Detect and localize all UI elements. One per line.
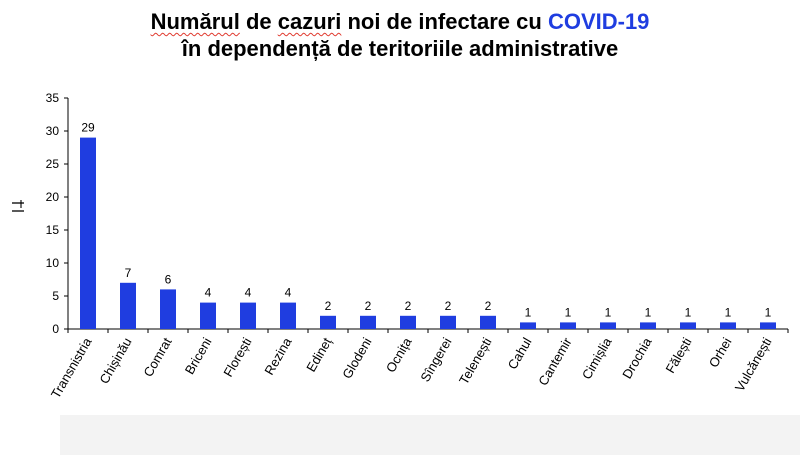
x-tick-label: Orhei	[706, 335, 735, 370]
bar	[520, 322, 536, 329]
data-label: 4	[245, 286, 252, 300]
bar	[280, 302, 296, 329]
y-tick-label: 10	[46, 256, 60, 270]
title-highlight-covid: COVID-19	[547, 9, 650, 34]
x-tick-label: Vulcănești	[732, 335, 775, 394]
y-tick-label: 15	[46, 223, 60, 237]
data-label: 6	[165, 272, 172, 286]
y-tick-label: 20	[46, 190, 60, 204]
data-label: 1	[765, 305, 772, 319]
y-tick-label: 30	[46, 124, 60, 138]
x-tick-label: Fălești	[662, 335, 694, 376]
y-tick-label: 5	[52, 289, 59, 303]
bar	[160, 289, 176, 329]
title-text-infectare: noi de infectare cu	[341, 9, 548, 34]
x-tick-label: Chișinău	[96, 335, 134, 386]
bar	[560, 322, 576, 329]
y-axis-glyph	[10, 200, 26, 217]
chart-title: Numărul de cazuri noi de infectare cu CO…	[0, 8, 800, 62]
data-label: 1	[605, 305, 612, 319]
data-label: 7	[125, 266, 132, 280]
bar	[640, 322, 656, 329]
bar	[600, 322, 616, 329]
bar	[760, 322, 776, 329]
data-label: 2	[365, 299, 372, 313]
x-tick-label: Cahul	[505, 335, 535, 372]
data-label: 4	[285, 286, 292, 300]
data-label: 2	[405, 299, 412, 313]
bar	[440, 315, 456, 329]
bar	[720, 322, 736, 329]
x-tick-label: Cantemir	[535, 334, 575, 388]
data-label: 29	[81, 121, 95, 135]
data-label: 1	[645, 305, 652, 319]
bar	[320, 315, 336, 329]
data-label: 1	[685, 305, 692, 319]
bar	[120, 282, 136, 329]
title-text-de: de	[239, 9, 278, 34]
x-tick-label: Sîngerei	[417, 335, 454, 385]
bar	[80, 137, 96, 329]
bar	[200, 302, 216, 329]
title-line-1: Numărul de cazuri noi de infectare cu CO…	[0, 8, 800, 35]
x-tick-label: Drochia	[619, 334, 655, 381]
x-tick-label: Telenești	[456, 335, 495, 387]
x-tick-label: Glodeni	[339, 335, 374, 381]
data-label: 1	[725, 305, 732, 319]
bar	[400, 315, 416, 329]
y-tick-label: 0	[52, 322, 59, 336]
y-tick-label: 35	[46, 91, 60, 105]
y-tick-label: 25	[46, 157, 60, 171]
title-word-numarul: Numărul	[150, 9, 240, 34]
data-label: 1	[565, 305, 572, 319]
bar	[680, 322, 696, 329]
x-tick-label: Florești	[220, 335, 254, 380]
bar	[480, 315, 496, 329]
bar	[240, 302, 256, 329]
x-tick-label: Ocnița	[383, 334, 415, 375]
x-tick-label: Cimișlia	[579, 334, 615, 382]
data-label: 4	[205, 286, 212, 300]
title-word-cazuri: cazuri	[277, 9, 342, 34]
x-tick-label: Rezina	[261, 334, 295, 377]
data-label: 2	[325, 299, 332, 313]
data-label: 2	[485, 299, 492, 313]
x-tick-label: Comrat	[140, 335, 174, 380]
title-line-2: în dependență de teritoriile administrat…	[181, 36, 619, 61]
data-label: 1	[525, 305, 532, 319]
x-tick-label: Briceni	[182, 335, 215, 377]
bar	[360, 315, 376, 329]
x-tick-label: Edineț	[303, 335, 335, 375]
x-tick-label: Transnistria	[48, 334, 95, 401]
data-label: 2	[445, 299, 452, 313]
